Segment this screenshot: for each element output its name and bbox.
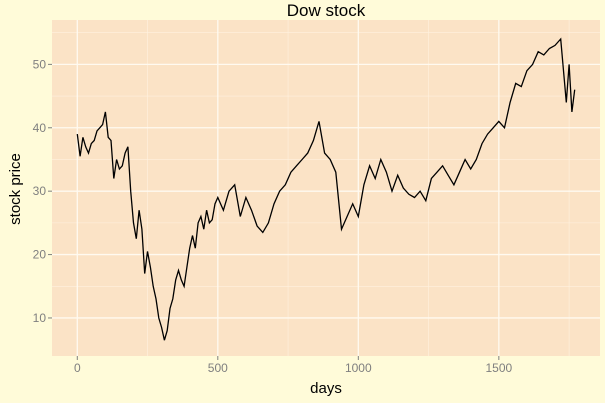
major-gridlines bbox=[52, 20, 600, 356]
y-tick-label: 10 bbox=[33, 311, 47, 325]
x-tick-label: 500 bbox=[208, 361, 228, 375]
y-axis-ticks: 10 20 30 40 50 bbox=[33, 57, 52, 325]
x-axis-ticks: 0 500 1000 1500 bbox=[74, 356, 513, 375]
y-axis-title: stock price bbox=[7, 153, 24, 225]
minor-gridlines bbox=[52, 20, 600, 356]
x-tick-label: 0 bbox=[74, 361, 81, 375]
chart-title: Dow stock bbox=[287, 1, 366, 20]
x-tick-label: 1000 bbox=[345, 361, 372, 375]
plot-panel bbox=[52, 20, 600, 356]
y-tick-label: 40 bbox=[33, 121, 47, 135]
x-axis-title: days bbox=[310, 380, 342, 397]
stock-price-line bbox=[76, 37, 576, 341]
y-tick-label: 20 bbox=[33, 248, 47, 262]
y-tick-label: 50 bbox=[33, 57, 47, 71]
y-tick-label: 30 bbox=[33, 184, 47, 198]
x-tick-label: 1500 bbox=[485, 361, 512, 375]
